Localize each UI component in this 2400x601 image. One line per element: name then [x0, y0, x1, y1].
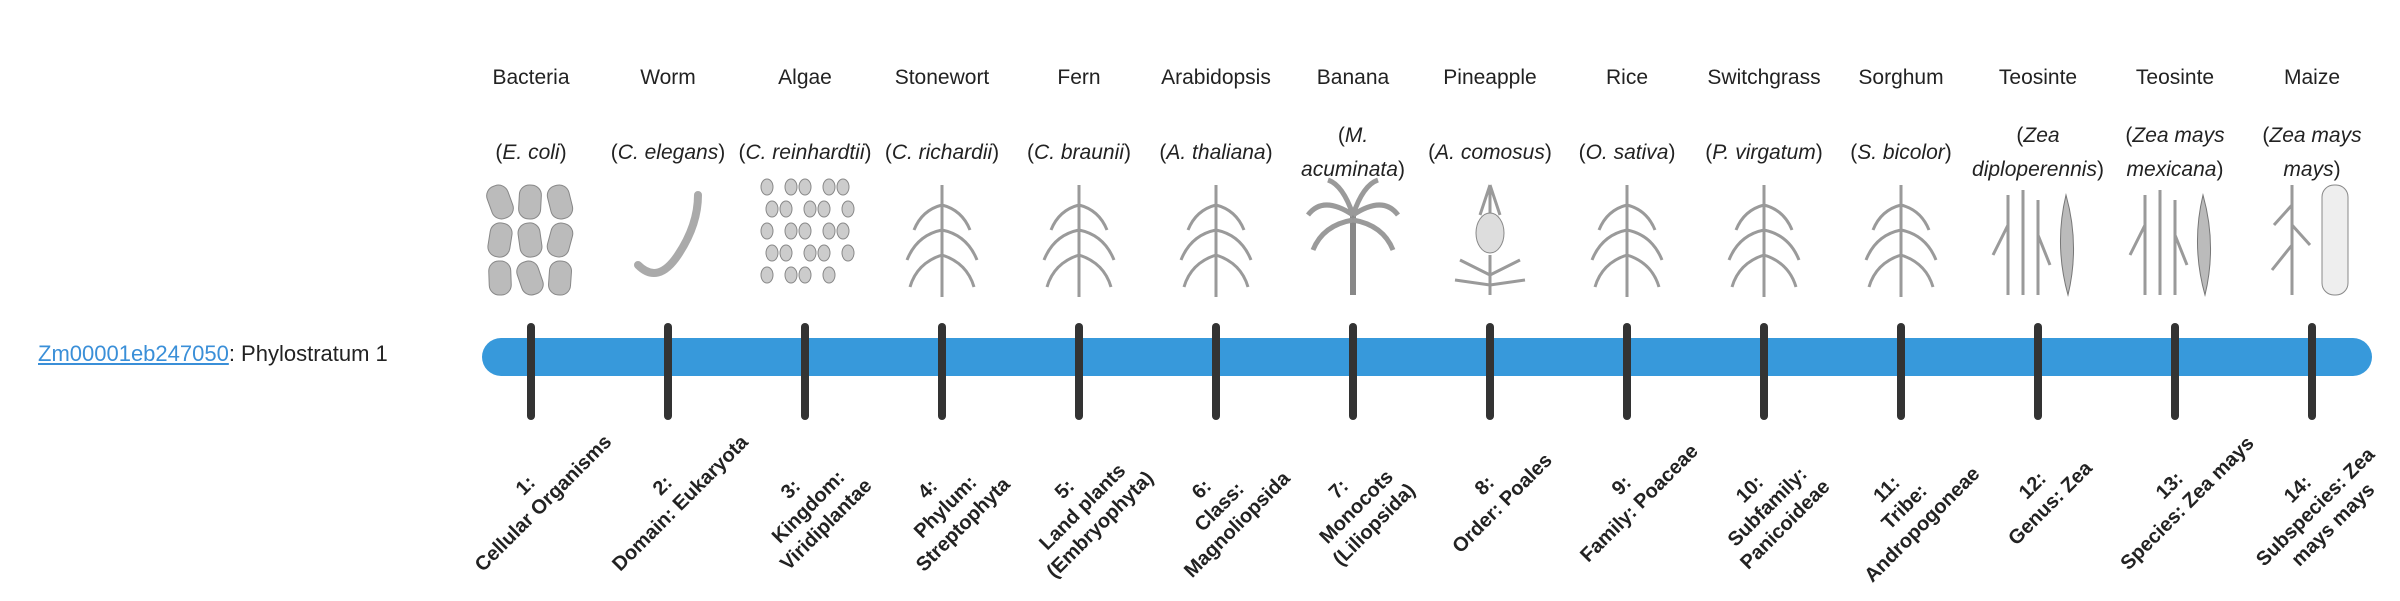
organism-species: (Zea mays mexicana) — [2125, 124, 2225, 181]
organism-name: Stonewort — [894, 66, 990, 89]
worm-icon — [634, 191, 702, 277]
organism-species: (C. braunii) — [1027, 141, 1131, 164]
species-name: A. thaliana — [1166, 141, 1266, 164]
stratum-tick — [938, 323, 946, 420]
stonewort-icon — [905, 185, 979, 297]
organism-name: Banana — [1316, 66, 1390, 89]
stratum-tick — [801, 323, 809, 420]
species-name: C. richardii — [891, 141, 993, 164]
stratum-tick — [2171, 323, 2179, 420]
stratum-tick — [1075, 323, 1083, 420]
stratum-tick — [1897, 323, 1905, 420]
organism-species: (M. acuminata) — [1301, 124, 1405, 181]
organism-name: Switchgrass — [1707, 66, 1821, 89]
organism-name: Worm — [640, 66, 696, 89]
organism-species: (C. elegans) — [610, 141, 726, 164]
stratum-tick — [1349, 323, 1357, 420]
stratum-label: 6: Class: Magnoliopsida — [1126, 414, 1313, 601]
species-name: P. virgatum — [1712, 141, 1816, 164]
stratum-number: 2: — [648, 471, 677, 500]
species-name: M. acuminata — [1301, 124, 1398, 181]
stratum-label: 11: Tribe: Andropogoneae — [1811, 414, 1998, 601]
organism-name: Fern — [1057, 66, 1101, 89]
stratum-label: 8: Order: Poales — [1409, 410, 1579, 580]
stratum-number: 1: — [511, 471, 540, 500]
stratum-number: 8: — [1470, 471, 1499, 500]
organism-name: Maize — [2283, 66, 2341, 89]
organism-species: (S. bicolor) — [1850, 141, 1952, 164]
banana-icon — [1306, 177, 1400, 295]
organism-species: (Zea mays mays) — [2262, 124, 2362, 181]
species-name: E. coli — [502, 141, 560, 164]
species-name: C. elegans — [617, 141, 719, 164]
teosinte-icon — [1991, 190, 2075, 297]
organism-name: Teosinte — [1998, 66, 2078, 89]
species-name: A. comosus — [1435, 141, 1545, 164]
organism-name: Bacteria — [492, 66, 570, 89]
stratum-tick — [664, 323, 672, 420]
organism-name: Rice — [1605, 66, 1648, 89]
gene-id-link[interactable]: Zm00001eb247050 — [38, 341, 229, 366]
stratum-label: 1: Cellular Organisms — [450, 410, 620, 580]
stratum-tick — [2308, 323, 2316, 420]
stratum-number: 9: — [1607, 471, 1636, 500]
species-name: Zea mays mexicana — [2126, 124, 2225, 181]
organism-name: Teosinte — [2135, 66, 2215, 89]
species-name: C. reinhardtii — [745, 141, 865, 164]
organism-species: (P. virgatum) — [1705, 141, 1823, 164]
organism-species: (C. reinhardtii) — [738, 141, 872, 164]
organism-name: Sorghum — [1858, 66, 1944, 89]
species-name: Zea diploperennis — [1972, 124, 2097, 181]
pineapple-icon — [1454, 184, 1526, 295]
phylostratum-timeline-bar — [482, 338, 2372, 376]
maize-icon — [2270, 184, 2349, 296]
organism-species: (A. comosus) — [1428, 141, 1552, 164]
organism-name: Pineapple — [1443, 66, 1537, 89]
organism-species: (C. richardii) — [884, 141, 1000, 164]
stratum-tick — [1212, 323, 1220, 420]
fern-icon — [1042, 185, 1116, 297]
stratum-tick — [2034, 323, 2042, 420]
algae-icon — [760, 178, 855, 284]
bacteria-icon — [486, 184, 574, 296]
organism-species: (A. thaliana) — [1159, 141, 1273, 164]
stratum-tick — [1760, 323, 1768, 420]
sorghum-icon — [1864, 185, 1938, 297]
organism-species: (E. coli) — [495, 141, 567, 164]
stratum-number: 12: — [2014, 467, 2051, 504]
organism-species: (O. sativa) — [1578, 141, 1676, 164]
stratum-label: 7: Monocots (Liliopsida) — [1263, 414, 1450, 601]
species-name: Zea mays mays — [2269, 124, 2362, 181]
species-name: C. braunii — [1034, 141, 1124, 164]
species-name: O. sativa — [1585, 141, 1669, 164]
organism-species: (Zea diploperennis) — [1972, 124, 2104, 181]
arabidopsis-icon — [1179, 185, 1253, 297]
organism-name: Algae — [778, 66, 832, 89]
organism-name: Arabidopsis — [1161, 66, 1271, 89]
phylostratum-text: : Phylostratum 1 — [228, 341, 388, 366]
stratum-label: 5: Land plants (Embryophyta) — [989, 414, 1176, 601]
stratum-tick — [527, 323, 535, 420]
gene-label: Zm00001eb247050: Phylostratum 1 — [38, 341, 388, 367]
rice-icon — [1590, 185, 1664, 297]
stratum-tick — [1623, 323, 1631, 420]
stratum-tick — [1486, 323, 1494, 420]
teosinte-icon — [2128, 190, 2212, 297]
stratum-label: 12: Genus: Zea — [1957, 410, 2127, 580]
switchgrass-icon — [1727, 185, 1801, 297]
stratum-label: 4: Phylum: Streptophyta — [852, 414, 1039, 601]
stratum-number: 13: — [2151, 467, 2188, 504]
species-name: S. bicolor — [1857, 141, 1945, 164]
